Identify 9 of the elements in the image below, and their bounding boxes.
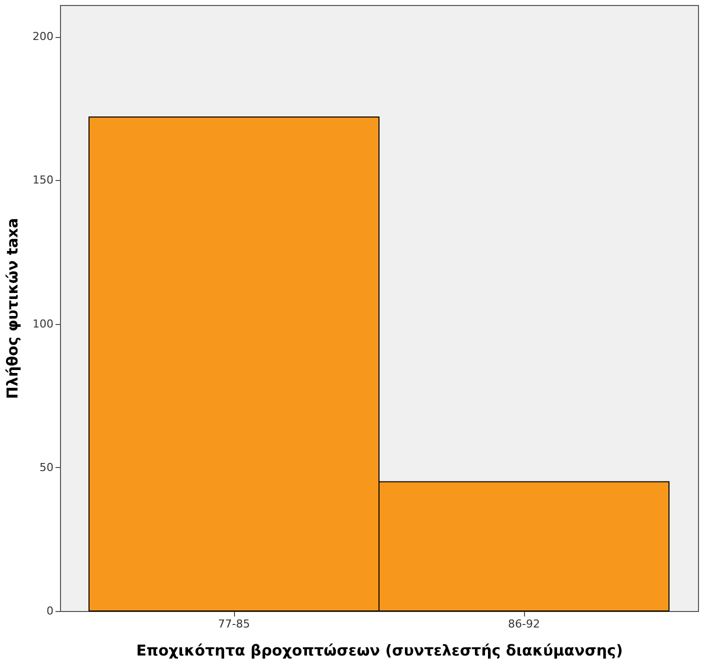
x-tick-label: 86-92 [508, 618, 540, 630]
x-tick-label: 77-85 [218, 618, 250, 630]
x-axis-title: Εποχικότητα βροχοπτώσεων (συντελεστής διακύμανσης) [136, 642, 623, 660]
y-tick-label: 50 [40, 460, 54, 474]
y-tick-label: 150 [32, 174, 54, 187]
y-tick-label: 100 [32, 317, 54, 330]
y-tick-label: 0 [46, 604, 54, 618]
y-tick-label: 200 [32, 30, 54, 44]
y-axis-title: Πλήθος φυτικών taxa [4, 218, 22, 399]
